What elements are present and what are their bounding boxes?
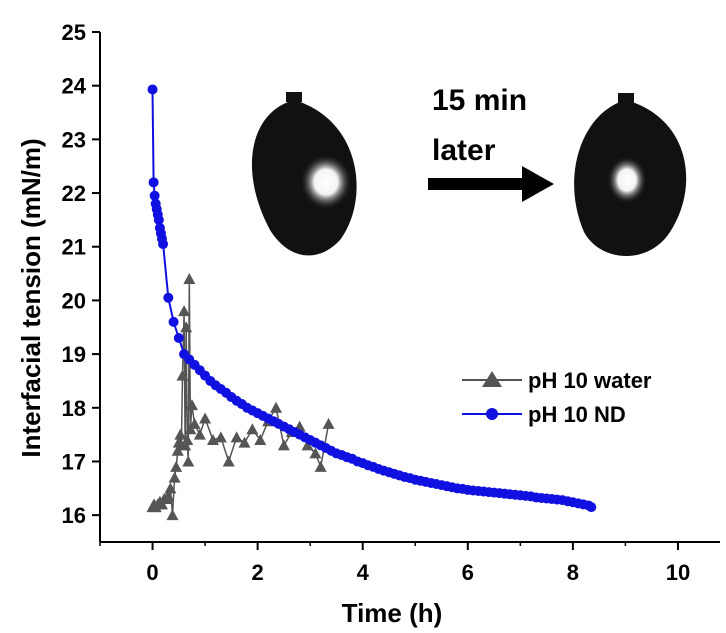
annotation-line-2: later — [432, 134, 496, 167]
y-tick-label: 16 — [62, 503, 86, 528]
data-point — [270, 401, 283, 413]
data-point — [188, 417, 201, 429]
data-point — [174, 428, 187, 440]
data-point — [164, 482, 177, 494]
y-tick-label: 22 — [62, 181, 86, 206]
x-tick-label: 4 — [357, 560, 370, 585]
pendant-drop-icon — [574, 93, 687, 257]
data-point — [147, 84, 158, 95]
data-point — [230, 431, 243, 443]
data-point — [238, 436, 251, 448]
y-tick-label: 23 — [62, 127, 86, 152]
x-tick-label: 10 — [666, 560, 690, 585]
y-axis-title: Interfacial tension (mN/m) — [16, 138, 46, 457]
series-water — [146, 272, 335, 521]
data-point — [180, 321, 193, 333]
data-point — [277, 439, 290, 451]
y-tick-label: 19 — [62, 342, 86, 367]
data-point — [586, 502, 597, 513]
legend-label-water: pH 10 water — [528, 368, 652, 393]
data-point — [254, 434, 267, 445]
data-point — [158, 239, 169, 250]
series-layer — [146, 84, 597, 521]
pendant-drop-icon — [251, 92, 357, 256]
data-point — [309, 447, 322, 459]
axis-ticks — [92, 31, 679, 550]
data-point — [170, 460, 183, 472]
x-axis-title: Time (h) — [342, 598, 443, 628]
drop-inset: 15 min later — [251, 84, 687, 257]
data-point — [185, 399, 198, 411]
legend-label-nd: pH 10 ND — [528, 402, 626, 427]
legend: pH 10 water pH 10 ND — [462, 368, 652, 427]
data-point — [301, 439, 314, 451]
legend-entry-water: pH 10 water — [462, 368, 652, 393]
right-arrow-icon — [428, 166, 554, 202]
data-point — [166, 509, 179, 521]
data-point — [322, 417, 335, 429]
data-point — [199, 412, 212, 424]
data-point — [162, 490, 175, 502]
plot-area — [99, 32, 720, 543]
y-tick-label: 21 — [62, 235, 86, 260]
data-point — [168, 471, 181, 483]
data-point — [222, 455, 235, 467]
data-point — [214, 431, 227, 443]
data-point — [178, 305, 191, 317]
data-point — [183, 272, 196, 284]
y-tick-label: 18 — [62, 396, 86, 421]
data-point — [176, 369, 189, 381]
data-point — [148, 177, 159, 188]
data-point — [182, 455, 195, 467]
data-point — [149, 190, 160, 201]
annotation-line-1: 15 min — [432, 84, 527, 117]
data-point — [163, 292, 174, 303]
x-tick-label: 8 — [567, 560, 579, 585]
data-point — [193, 428, 206, 440]
data-point — [173, 333, 184, 343]
y-tick-label: 25 — [62, 20, 86, 45]
series-nd — [147, 84, 597, 513]
y-tick-label: 20 — [62, 288, 86, 313]
y-tick-label: 24 — [62, 74, 87, 99]
data-point — [246, 423, 259, 435]
x-tick-label: 2 — [252, 560, 264, 585]
data-point — [181, 434, 194, 445]
data-point — [168, 316, 179, 327]
x-tick-label: 6 — [462, 560, 474, 585]
data-point — [153, 214, 164, 225]
x-tick-label: 0 — [146, 560, 158, 585]
legend-entry-nd: pH 10 ND — [462, 402, 626, 427]
y-tick-label: 17 — [62, 449, 86, 474]
data-point — [314, 460, 327, 472]
